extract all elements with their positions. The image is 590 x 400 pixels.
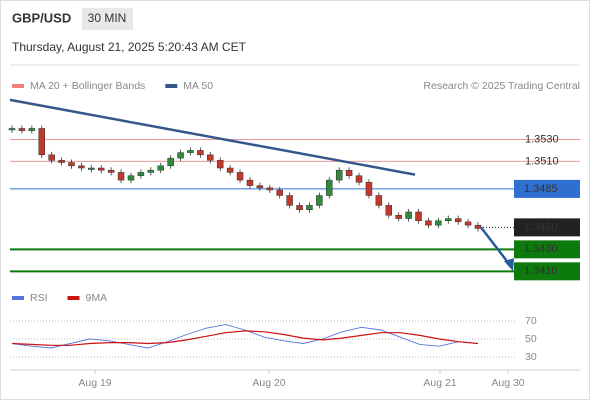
x-tick-label: Aug 30 (491, 377, 524, 389)
candle (306, 205, 313, 211)
candle (415, 211, 422, 222)
candle (464, 221, 472, 226)
candle (187, 150, 194, 153)
candle (8, 128, 16, 131)
candle (197, 150, 204, 156)
candle (276, 189, 283, 196)
legend-swatch (67, 296, 80, 300)
candle (78, 165, 85, 169)
level-label: 1.3530 (525, 133, 559, 145)
candle (435, 220, 442, 226)
candle (296, 205, 303, 211)
forecast-arrow (480, 226, 511, 266)
level-label: 1.3430 (524, 243, 558, 255)
legend-label: MA 20 + Bollinger Bands (30, 80, 145, 92)
candle (28, 128, 36, 131)
candle (326, 179, 333, 196)
candle (88, 167, 95, 170)
candle (335, 169, 343, 181)
candle (48, 154, 55, 161)
candle (405, 211, 412, 219)
candle (58, 160, 65, 163)
candle (236, 172, 244, 181)
candle (18, 128, 26, 131)
candle (207, 154, 214, 161)
x-tick-label: Aug 21 (423, 377, 456, 389)
candle (38, 128, 45, 156)
level-box (514, 218, 580, 237)
candle (256, 185, 264, 189)
symbol: GBP/USD (12, 10, 71, 25)
candle (157, 165, 164, 171)
x-tick-label: Aug 19 (78, 377, 111, 389)
candle (375, 195, 383, 206)
candle (365, 182, 373, 196)
candle (137, 172, 145, 176)
level-label: 1.3410 (524, 265, 558, 277)
x-tick-label: Aug 20 (252, 377, 285, 389)
legend-swatch (12, 296, 24, 300)
level-box (514, 179, 580, 198)
rsi-line (11, 324, 479, 349)
level-label: 1.3485 (524, 183, 558, 195)
legend-swatch (165, 84, 178, 88)
level-label: 1.3510 (525, 155, 559, 167)
timeframe: 30 MIN (88, 11, 127, 25)
legend-label: MA 50 (183, 80, 213, 92)
legend-label: 9MA (86, 292, 108, 304)
candle (385, 205, 393, 216)
candle (107, 169, 115, 173)
level-box (514, 240, 580, 259)
candle (226, 167, 234, 173)
timeframe-box (82, 8, 133, 30)
y-tick-label: 50 (525, 333, 537, 345)
legend-swatch (12, 84, 24, 88)
candle (474, 224, 482, 229)
y-tick-label: 30 (525, 351, 537, 363)
candle (167, 157, 174, 167)
candle (395, 215, 402, 219)
trendline (9, 98, 416, 176)
level-box (514, 262, 580, 281)
candle (177, 152, 184, 159)
candle (246, 179, 254, 186)
candle (68, 162, 75, 167)
candle (454, 218, 462, 223)
candle (445, 218, 452, 222)
candle (266, 187, 274, 191)
timestamp: Thursday, August 21, 2025 5:20:43 AM CET (12, 40, 247, 54)
candle (127, 175, 135, 181)
candle (147, 169, 155, 173)
candle (425, 220, 432, 226)
candle (97, 167, 105, 171)
legend-label: RSI (30, 292, 48, 304)
candle (355, 175, 363, 183)
candle (216, 160, 224, 169)
candle (286, 195, 293, 206)
arrow-head (504, 258, 514, 272)
level-label: 1.3450 (524, 221, 558, 233)
candle (316, 195, 323, 206)
source: Research © 2025 Trading Central (423, 80, 580, 92)
y-tick-label: 70 (525, 315, 537, 327)
candle (345, 169, 353, 176)
rsi-ma-line (11, 330, 479, 346)
candle (117, 172, 125, 181)
